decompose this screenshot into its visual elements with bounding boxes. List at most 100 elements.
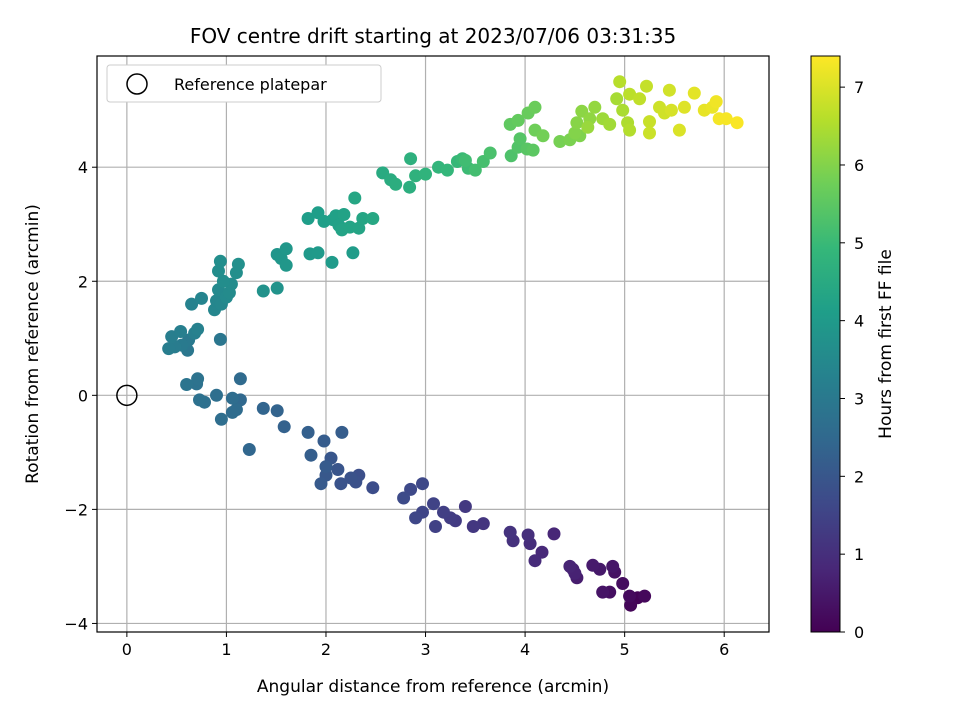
data-point bbox=[210, 388, 223, 402]
data-point bbox=[419, 167, 432, 181]
data-point bbox=[180, 378, 194, 391]
data-point bbox=[162, 342, 176, 356]
y-axis-ticks: −4 −2 0 2 4 bbox=[64, 158, 97, 633]
data-point bbox=[662, 83, 676, 97]
data-point bbox=[225, 391, 239, 405]
data-point bbox=[193, 393, 206, 407]
data-point bbox=[526, 143, 540, 157]
data-point bbox=[304, 448, 318, 462]
data-point bbox=[709, 95, 723, 109]
data-point bbox=[225, 405, 239, 419]
data-point bbox=[623, 123, 637, 137]
colorbar-tick-label: 4 bbox=[854, 312, 864, 331]
data-point bbox=[344, 471, 358, 485]
data-points bbox=[162, 75, 744, 612]
data-point bbox=[633, 92, 647, 106]
data-point bbox=[466, 520, 480, 533]
data-point bbox=[640, 79, 653, 93]
data-point bbox=[440, 163, 454, 177]
legend-entry-reference: Reference platepar bbox=[174, 75, 327, 94]
data-point bbox=[213, 254, 227, 268]
data-point bbox=[301, 425, 315, 439]
data-point bbox=[570, 116, 584, 130]
data-point bbox=[603, 117, 617, 131]
data-point bbox=[553, 135, 567, 148]
data-point bbox=[528, 100, 542, 114]
colorbar-tick-label: 1 bbox=[854, 545, 864, 564]
data-point bbox=[242, 443, 256, 456]
y-axis-label: Rotation from reference (arcmin) bbox=[23, 204, 43, 484]
colorbar-ticks: 0 1 2 3 4 5 6 7 bbox=[840, 78, 864, 642]
x-axis-label: Angular distance from reference (arcmin) bbox=[257, 677, 609, 697]
data-point bbox=[547, 527, 561, 541]
data-point bbox=[581, 120, 595, 134]
data-point bbox=[513, 132, 527, 146]
data-point bbox=[568, 126, 582, 140]
data-point bbox=[427, 497, 440, 511]
data-point bbox=[311, 246, 325, 260]
data-point bbox=[213, 332, 227, 346]
plot-frame bbox=[96, 55, 770, 633]
colorbar-tick-label: 5 bbox=[854, 234, 864, 253]
data-point bbox=[719, 112, 733, 126]
x-axis-ticks: 0 1 2 3 4 5 6 bbox=[122, 632, 729, 659]
colorbar-tick-label: 2 bbox=[854, 467, 864, 486]
data-point bbox=[563, 559, 577, 573]
x-tick-label: 0 bbox=[122, 640, 132, 659]
x-tick-label: 3 bbox=[420, 640, 430, 659]
legend-marker-icon bbox=[126, 73, 148, 95]
data-point bbox=[503, 525, 517, 539]
data-point bbox=[610, 92, 624, 106]
data-point bbox=[366, 481, 380, 495]
y-tick-label: 4 bbox=[78, 158, 88, 177]
data-point bbox=[409, 169, 423, 183]
data-point bbox=[356, 212, 370, 225]
data-point bbox=[314, 477, 328, 491]
data-point bbox=[596, 585, 610, 599]
data-point bbox=[279, 242, 293, 256]
data-point bbox=[331, 463, 345, 476]
data-point bbox=[216, 274, 230, 288]
data-point bbox=[191, 322, 205, 336]
x-tick-label: 6 bbox=[719, 640, 729, 659]
legend: Reference platepar bbox=[106, 64, 382, 103]
data-point bbox=[416, 477, 429, 491]
data-point bbox=[476, 517, 490, 531]
data-point bbox=[389, 177, 403, 191]
x-tick-label: 1 bbox=[221, 640, 231, 659]
data-point bbox=[317, 434, 331, 448]
data-point bbox=[730, 116, 744, 130]
data-point bbox=[348, 191, 362, 205]
colorbar-gradient bbox=[810, 55, 841, 633]
x-tick-label: 4 bbox=[520, 640, 530, 659]
colorbar-tick-label: 7 bbox=[854, 78, 864, 97]
data-point bbox=[586, 558, 600, 572]
data-point bbox=[672, 123, 686, 137]
colorbar: 0 1 2 3 4 5 6 7 Hours from first FF file bbox=[810, 55, 896, 642]
data-point bbox=[606, 559, 620, 573]
data-point bbox=[429, 520, 442, 533]
data-point bbox=[185, 297, 199, 311]
data-point bbox=[270, 281, 284, 295]
data-point bbox=[191, 372, 205, 386]
data-point bbox=[643, 126, 656, 140]
data-point bbox=[334, 477, 348, 491]
data-point bbox=[643, 115, 656, 129]
data-point bbox=[409, 511, 423, 525]
data-point bbox=[511, 113, 525, 127]
data-point bbox=[468, 163, 482, 177]
data-point bbox=[687, 86, 701, 100]
legend-box bbox=[106, 64, 382, 103]
data-point bbox=[521, 528, 535, 542]
data-point bbox=[270, 404, 284, 418]
colorbar-tick-label: 0 bbox=[854, 623, 864, 642]
data-point bbox=[638, 589, 652, 603]
data-point bbox=[231, 257, 245, 271]
x-tick-label: 5 bbox=[620, 640, 630, 659]
data-point bbox=[404, 482, 418, 496]
data-point bbox=[335, 425, 349, 439]
data-point bbox=[319, 460, 333, 474]
y-tick-label: 2 bbox=[78, 272, 88, 291]
data-point bbox=[403, 180, 417, 194]
data-point bbox=[677, 100, 691, 114]
